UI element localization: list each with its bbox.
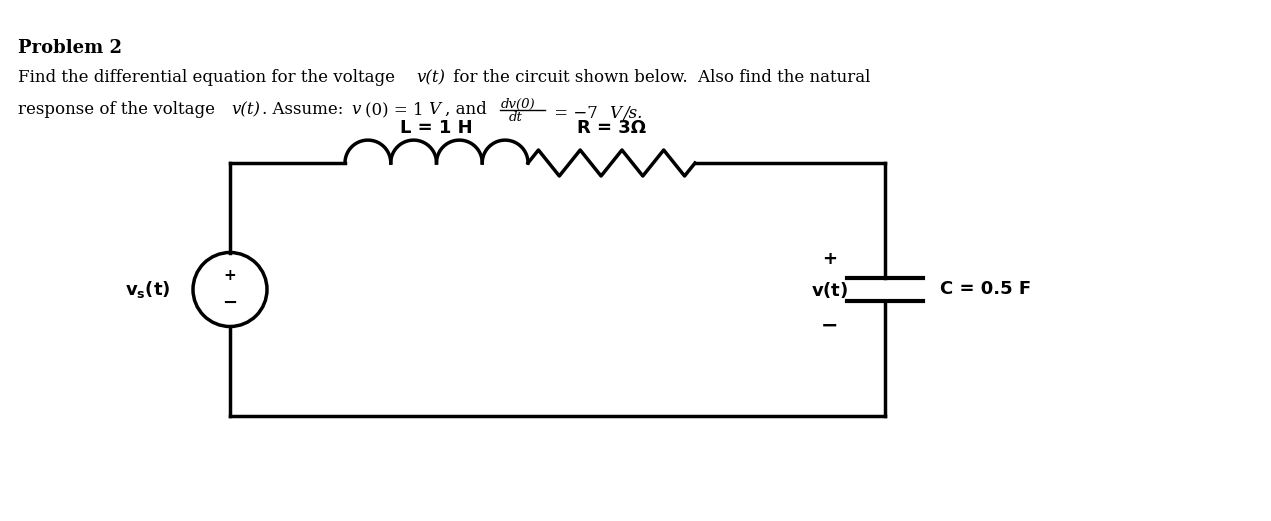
Text: dv(0): dv(0) (501, 98, 535, 111)
Text: V: V (609, 105, 622, 122)
Text: +: + (224, 268, 236, 283)
Text: Problem 2: Problem 2 (18, 39, 122, 57)
Text: v(t): v(t) (231, 101, 261, 118)
Text: = −7: = −7 (549, 105, 597, 122)
Text: C = 0.5 F: C = 0.5 F (941, 280, 1031, 299)
Text: , and: , and (445, 101, 492, 118)
Text: −: − (222, 293, 238, 312)
Text: R = 3Ω: R = 3Ω (577, 119, 646, 137)
Text: for the circuit shown below.  Also find the natural: for the circuit shown below. Also find t… (447, 69, 871, 86)
Text: . Assume:: . Assume: (262, 101, 348, 118)
Text: V: V (428, 101, 440, 118)
Text: (0) = 1: (0) = 1 (365, 101, 423, 118)
Text: −: − (821, 316, 839, 336)
Text: $\mathbf{v_s(t)}$: $\mathbf{v_s(t)}$ (126, 279, 170, 300)
Text: +: + (822, 250, 838, 267)
Text: response of the voltage: response of the voltage (18, 101, 220, 118)
Text: dt: dt (508, 111, 522, 124)
Text: v(t): v(t) (416, 69, 445, 86)
Text: v: v (351, 101, 361, 118)
Text: $\mathbf{v(t)}$: $\mathbf{v(t)}$ (811, 279, 849, 300)
Text: /s.: /s. (623, 105, 642, 122)
Text: L = 1 H: L = 1 H (400, 119, 473, 137)
Text: Find the differential equation for the voltage: Find the differential equation for the v… (18, 69, 400, 86)
